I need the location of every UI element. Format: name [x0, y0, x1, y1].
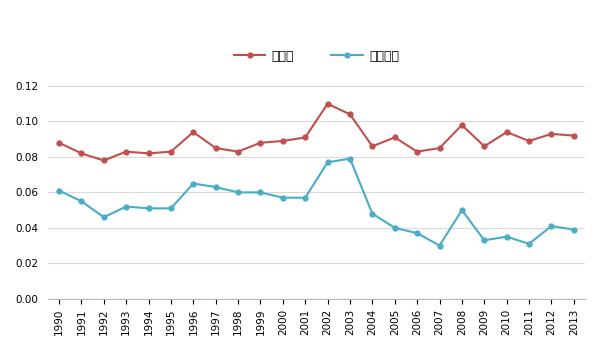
標準偏差	[122, 204, 130, 209]
標準偏差	[458, 208, 466, 212]
平均値	[570, 134, 577, 138]
平均値	[235, 149, 242, 154]
平均値	[548, 132, 555, 136]
Line: 平均値: 平均値	[56, 101, 576, 163]
平均値	[481, 144, 488, 148]
平均値	[503, 130, 510, 134]
標準偏差	[167, 206, 175, 210]
平均値	[145, 151, 152, 155]
標準偏差	[257, 190, 264, 195]
標準偏差	[190, 181, 197, 186]
平均値	[122, 149, 130, 154]
平均値	[279, 139, 286, 143]
標準偏差	[526, 242, 533, 246]
標準偏差	[413, 231, 421, 235]
標準偏差	[391, 226, 398, 230]
平均値	[346, 112, 353, 117]
標準偏差	[481, 238, 488, 242]
標準偏差	[212, 185, 220, 189]
標準偏差	[55, 189, 62, 193]
平均値	[100, 159, 107, 163]
標準偏差	[279, 196, 286, 200]
平均値	[257, 141, 264, 145]
標準偏差	[78, 199, 85, 203]
標準偏差	[145, 206, 152, 210]
標準偏差	[369, 211, 376, 216]
Legend: 平均値, 標準偏差: 平均値, 標準偏差	[229, 44, 404, 68]
平均値	[55, 141, 62, 145]
標準偏差	[100, 215, 107, 219]
平均値	[190, 130, 197, 134]
平均値	[167, 149, 175, 154]
標準偏差	[436, 244, 443, 248]
平均値	[302, 135, 309, 140]
標準偏差	[346, 156, 353, 161]
標準偏差	[324, 160, 331, 164]
標準偏差	[235, 190, 242, 195]
標準偏差	[570, 228, 577, 232]
平均値	[212, 146, 220, 150]
標準偏差	[302, 196, 309, 200]
平均値	[324, 102, 331, 106]
標準偏差	[548, 224, 555, 228]
平均値	[458, 123, 466, 127]
標準偏差	[503, 234, 510, 239]
平均値	[526, 139, 533, 143]
平均値	[369, 144, 376, 148]
Line: 標準偏差: 標準偏差	[56, 156, 576, 248]
平均値	[391, 135, 398, 140]
平均値	[413, 149, 421, 154]
平均値	[436, 146, 443, 150]
平均値	[78, 151, 85, 155]
